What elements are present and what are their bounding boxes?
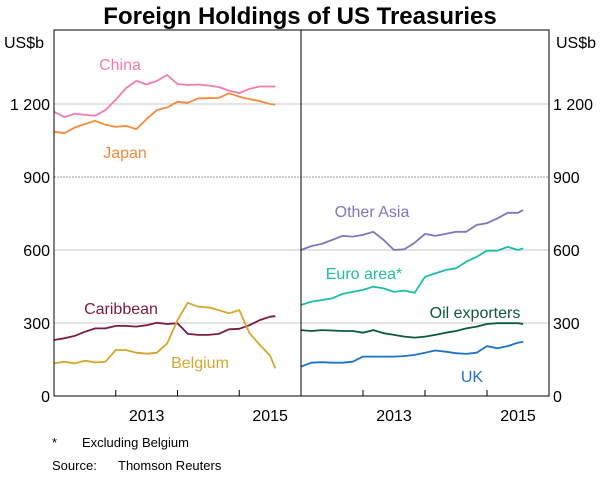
y-tick-label-left: 900	[23, 170, 50, 187]
series-label: Euro area*	[326, 266, 403, 283]
x-tick-label: 2013	[376, 408, 412, 425]
series-line-uk	[300, 340, 524, 368]
series-label: Caribbean	[84, 301, 158, 318]
footnote-marker: *	[52, 435, 57, 450]
series-line-euro-area	[300, 245, 524, 306]
y-tick-label-left: 300	[23, 316, 50, 333]
x-tick-label: 2015	[252, 408, 288, 425]
series-label: UK	[461, 369, 484, 386]
series-line-belgium	[53, 301, 277, 369]
y-tick-label-left: 600	[23, 243, 50, 260]
x-tick-label: 2013	[129, 408, 165, 425]
series-line-other-asia	[300, 209, 524, 251]
y-tick-label-left: 1 200	[10, 97, 50, 114]
series-label: Oil exporters	[430, 305, 521, 322]
y-tick-label-right: 0	[553, 389, 562, 406]
series-label: Japan	[103, 145, 147, 162]
y-axis-label-right: US$b	[556, 35, 596, 52]
series-label: Belgium	[171, 355, 229, 372]
y-tick-label-left: 0	[41, 389, 50, 406]
series-line-japan	[53, 92, 276, 135]
y-tick-label-right: 900	[553, 170, 580, 187]
source-label: Source:	[52, 458, 97, 473]
y-tick-label-right: 600	[553, 243, 580, 260]
y-tick-label-right: 300	[553, 316, 580, 333]
x-tick-label: 2015	[500, 408, 536, 425]
y-axis-label-left: US$b	[4, 35, 44, 52]
series-label: Other Asia	[335, 204, 410, 221]
source-text: Thomson Reuters	[118, 458, 222, 473]
y-tick-label-right: 1 200	[553, 97, 593, 114]
series-label: China	[99, 57, 141, 74]
chart-title: Foreign Holdings of US Treasuries	[103, 3, 496, 30]
series-line-oil-exporters	[300, 322, 524, 339]
series-line-caribbean	[53, 315, 276, 341]
series-line-china	[53, 74, 276, 118]
footnote-text: Excluding Belgium	[82, 435, 189, 450]
